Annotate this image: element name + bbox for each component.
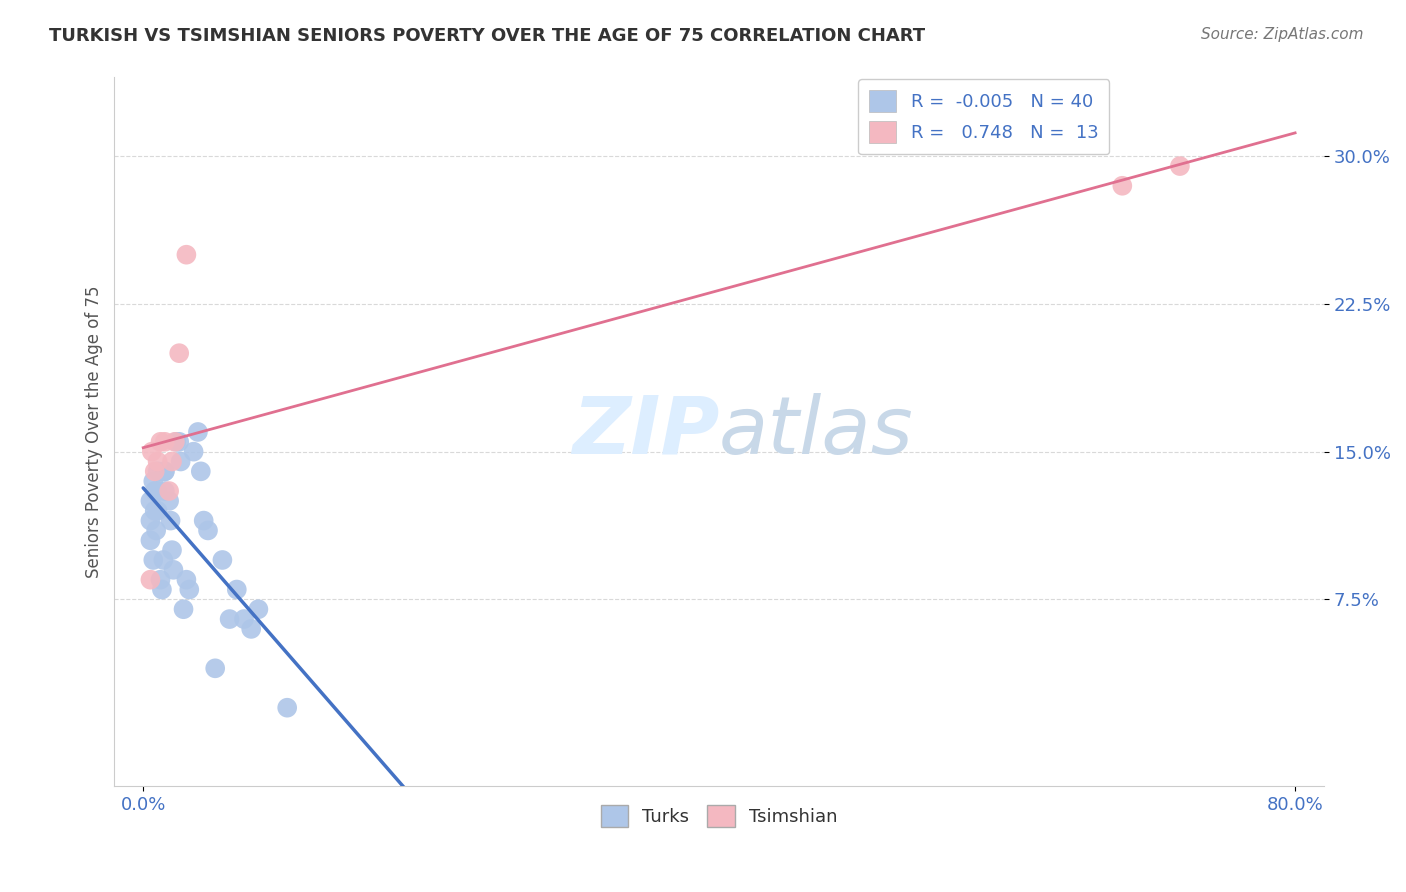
Point [153, 464, 176, 478]
Point [240, 622, 263, 636]
Point [146, 454, 169, 468]
Point [163, 434, 186, 449]
Point [143, 504, 166, 518]
Point [162, 563, 184, 577]
Point [187, 425, 209, 439]
Point [1168, 159, 1191, 173]
Text: TURKISH VS TSIMSHIAN SENIORS POVERTY OVER THE AGE OF 75 CORRELATION CHART: TURKISH VS TSIMSHIAN SENIORS POVERTY OVE… [49, 27, 925, 45]
Point [139, 514, 162, 528]
Point [143, 464, 166, 478]
Point [218, 612, 240, 626]
Point [204, 661, 226, 675]
Point [143, 484, 166, 499]
Point [142, 553, 165, 567]
Point [146, 464, 169, 478]
Y-axis label: Seniors Poverty Over the Age of 75: Seniors Poverty Over the Age of 75 [86, 285, 103, 578]
Point [153, 484, 176, 499]
Point [139, 573, 162, 587]
Point [167, 346, 190, 360]
Point [159, 514, 181, 528]
Text: atlas: atlas [718, 393, 914, 471]
Point [160, 543, 183, 558]
Point [169, 454, 191, 468]
Point [167, 434, 190, 449]
Point [146, 484, 169, 499]
Point [157, 494, 180, 508]
Point [142, 474, 165, 488]
Point [141, 444, 163, 458]
Point [176, 573, 198, 587]
Point [193, 514, 215, 528]
Point [153, 464, 176, 478]
Point [183, 444, 205, 458]
Point [225, 582, 247, 597]
Point [149, 573, 172, 587]
Point [197, 524, 219, 538]
Point [146, 504, 169, 518]
Point [139, 494, 162, 508]
Point [176, 248, 198, 262]
Point [157, 484, 180, 499]
Point [149, 434, 172, 449]
Point [1111, 178, 1133, 193]
Point [160, 454, 183, 468]
Point [179, 582, 201, 597]
Point [145, 524, 167, 538]
Point [153, 434, 176, 449]
Point [165, 434, 187, 449]
Legend: Turks, Tsimshian: Turks, Tsimshian [593, 797, 845, 834]
Text: ZIP: ZIP [572, 393, 718, 471]
Point [190, 464, 212, 478]
Point [150, 582, 173, 597]
Point [233, 612, 256, 626]
Point [276, 700, 298, 714]
Point [211, 553, 233, 567]
Text: Source: ZipAtlas.com: Source: ZipAtlas.com [1201, 27, 1364, 42]
Point [139, 533, 162, 548]
Point [247, 602, 270, 616]
Point [173, 602, 195, 616]
Point [152, 553, 174, 567]
